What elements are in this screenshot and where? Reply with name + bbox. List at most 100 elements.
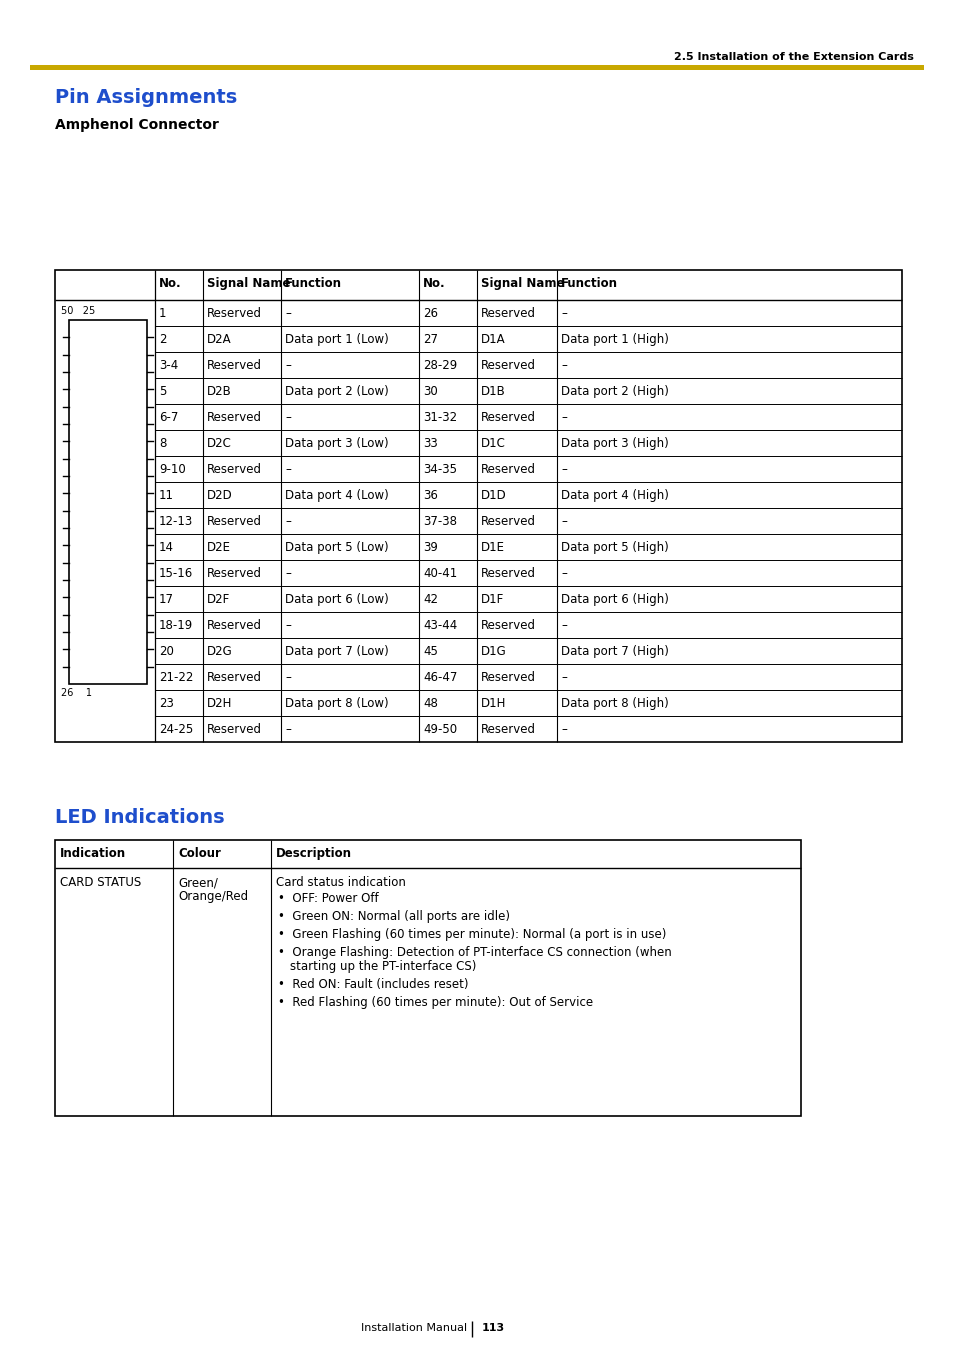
Text: D2E: D2E [207, 540, 231, 554]
Text: –: – [560, 723, 566, 736]
Text: starting up the PT-interface CS): starting up the PT-interface CS) [290, 961, 476, 973]
Text: –: – [560, 359, 566, 372]
Text: 36: 36 [422, 489, 437, 503]
Text: Reserved: Reserved [480, 411, 536, 424]
Text: 45: 45 [422, 644, 437, 658]
Text: 8: 8 [159, 436, 166, 450]
Text: D1D: D1D [480, 489, 506, 503]
Text: 33: 33 [422, 436, 437, 450]
Text: Data port 1 (Low): Data port 1 (Low) [285, 332, 388, 346]
Text: 39: 39 [422, 540, 437, 554]
Text: Reserved: Reserved [207, 567, 262, 580]
Text: Data port 3 (High): Data port 3 (High) [560, 436, 668, 450]
Text: Data port 5 (Low): Data port 5 (Low) [285, 540, 388, 554]
Text: No.: No. [159, 277, 181, 290]
Text: •  Orange Flashing: Detection of PT-interface CS connection (when: • Orange Flashing: Detection of PT-inter… [277, 946, 671, 959]
Text: Reserved: Reserved [207, 671, 262, 684]
Text: 43-44: 43-44 [422, 619, 456, 632]
Text: Data port 8 (Low): Data port 8 (Low) [285, 697, 388, 711]
Text: Description: Description [275, 847, 352, 861]
Text: Reserved: Reserved [480, 619, 536, 632]
Text: 2.5 Installation of the Extension Cards: 2.5 Installation of the Extension Cards [674, 51, 913, 62]
Text: –: – [560, 567, 566, 580]
Text: Reserved: Reserved [207, 463, 262, 476]
Text: –: – [560, 515, 566, 528]
Text: Reserved: Reserved [207, 515, 262, 528]
Text: Reserved: Reserved [480, 307, 536, 320]
Text: Reserved: Reserved [480, 359, 536, 372]
Text: Data port 2 (Low): Data port 2 (Low) [285, 385, 388, 399]
Text: Reserved: Reserved [480, 723, 536, 736]
Text: D2B: D2B [207, 385, 232, 399]
Text: 30: 30 [422, 385, 437, 399]
Text: Orange/Red: Orange/Red [178, 890, 248, 902]
Text: 11: 11 [159, 489, 173, 503]
Text: D2H: D2H [207, 697, 233, 711]
Text: No.: No. [422, 277, 445, 290]
Text: –: – [285, 567, 291, 580]
Text: D1H: D1H [480, 697, 506, 711]
Text: •  Green Flashing (60 times per minute): Normal (a port is in use): • Green Flashing (60 times per minute): … [277, 928, 666, 942]
Text: D2F: D2F [207, 593, 230, 607]
Text: Data port 6 (High): Data port 6 (High) [560, 593, 668, 607]
Text: 28-29: 28-29 [422, 359, 456, 372]
Text: D1C: D1C [480, 436, 505, 450]
Text: D2D: D2D [207, 489, 233, 503]
Text: D1B: D1B [480, 385, 505, 399]
Text: Pin Assignments: Pin Assignments [55, 88, 237, 107]
Text: 5: 5 [159, 385, 166, 399]
Text: –: – [560, 307, 566, 320]
Text: Data port 2 (High): Data port 2 (High) [560, 385, 668, 399]
Text: 40-41: 40-41 [422, 567, 456, 580]
Text: 6-7: 6-7 [159, 411, 178, 424]
Text: Data port 4 (Low): Data port 4 (Low) [285, 489, 388, 503]
Text: –: – [285, 723, 291, 736]
Text: 49-50: 49-50 [422, 723, 456, 736]
Text: Reserved: Reserved [480, 567, 536, 580]
Text: 27: 27 [422, 332, 437, 346]
Text: D1G: D1G [480, 644, 506, 658]
Text: Reserved: Reserved [207, 359, 262, 372]
Text: Card status indication: Card status indication [275, 875, 405, 889]
Text: 113: 113 [481, 1323, 504, 1333]
Text: 1: 1 [159, 307, 167, 320]
Text: –: – [285, 411, 291, 424]
Text: 31-32: 31-32 [422, 411, 456, 424]
Text: •  Red ON: Fault (includes reset): • Red ON: Fault (includes reset) [277, 978, 468, 992]
Bar [55, 840, 801, 1116]
Text: 20: 20 [159, 644, 173, 658]
Text: 42: 42 [422, 593, 437, 607]
Text: CARD STATUS: CARD STATUS [60, 875, 141, 889]
Text: •  Green ON: Normal (all ports are idle): • Green ON: Normal (all ports are idle) [277, 911, 510, 923]
Text: LED Indications: LED Indications [55, 808, 224, 827]
Text: 46-47: 46-47 [422, 671, 456, 684]
Text: Data port 6 (Low): Data port 6 (Low) [285, 593, 388, 607]
Text: •  OFF: Power Off: • OFF: Power Off [277, 892, 378, 905]
Text: 37-38: 37-38 [422, 515, 456, 528]
Text: Data port 8 (High): Data port 8 (High) [560, 697, 668, 711]
Text: 14: 14 [159, 540, 173, 554]
Text: 26: 26 [422, 307, 437, 320]
Text: 17: 17 [159, 593, 173, 607]
Text: D2A: D2A [207, 332, 232, 346]
Text: Reserved: Reserved [207, 619, 262, 632]
Text: Data port 3 (Low): Data port 3 (Low) [285, 436, 388, 450]
Text: 12-13: 12-13 [159, 515, 193, 528]
Text: 34-35: 34-35 [422, 463, 456, 476]
Text: 50   25: 50 25 [61, 305, 95, 316]
Text: D1A: D1A [480, 332, 505, 346]
Text: Reserved: Reserved [480, 671, 536, 684]
Text: Data port 7 (Low): Data port 7 (Low) [285, 644, 388, 658]
Text: –: – [560, 411, 566, 424]
Text: –: – [560, 619, 566, 632]
Text: –: – [285, 463, 291, 476]
Text: 21-22: 21-22 [159, 671, 193, 684]
Text: 3-4: 3-4 [159, 359, 178, 372]
Text: D2G: D2G [207, 644, 233, 658]
Text: Reserved: Reserved [207, 723, 262, 736]
Text: Indication: Indication [60, 847, 126, 861]
Text: –: – [285, 515, 291, 528]
Text: Amphenol Connector: Amphenol Connector [55, 118, 218, 132]
Text: 26    1: 26 1 [61, 688, 91, 698]
Text: 15-16: 15-16 [159, 567, 193, 580]
